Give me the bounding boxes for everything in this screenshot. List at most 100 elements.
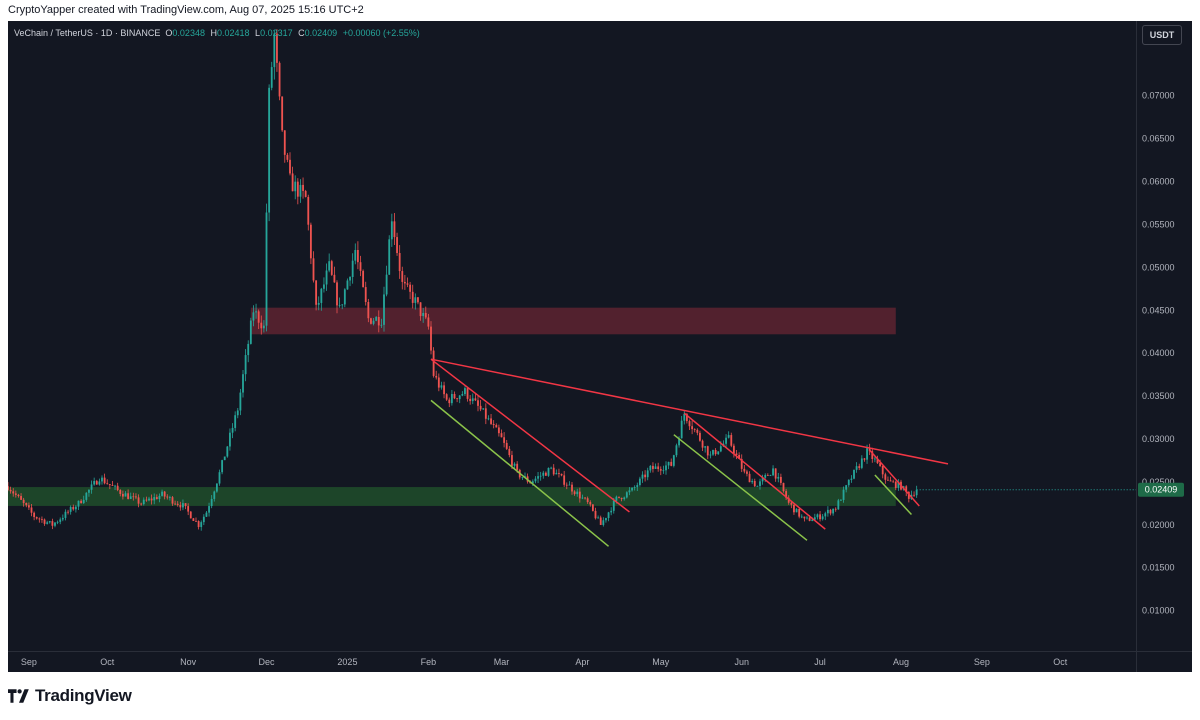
candle-body (513, 463, 516, 466)
candle (8, 482, 9, 492)
candle (466, 386, 469, 402)
candle (712, 449, 714, 456)
candle-body (43, 519, 46, 524)
candle (265, 203, 268, 332)
candle (304, 189, 307, 198)
candle-body (738, 454, 741, 459)
candle-body (860, 458, 863, 468)
candle-body (51, 521, 54, 526)
downtrend-1-upper-line (430, 358, 630, 513)
candle-body (866, 448, 868, 460)
x-tick-label: Jun (734, 657, 749, 667)
candle-body (48, 521, 51, 523)
candle-body (30, 507, 33, 513)
candle (610, 507, 613, 516)
candle-body (503, 437, 506, 443)
candle (315, 280, 318, 311)
candle (64, 509, 67, 521)
candle (367, 298, 370, 323)
candle-body (662, 470, 665, 472)
candle-body (17, 494, 20, 497)
candle (665, 461, 667, 475)
candle (782, 482, 785, 493)
candle-body (187, 506, 190, 512)
candle (244, 349, 247, 382)
candle-body (302, 184, 304, 191)
candle-body (552, 467, 555, 475)
candle-body (688, 421, 691, 427)
candle (550, 466, 553, 470)
candle-body (539, 475, 542, 477)
candle (276, 29, 278, 72)
last-price-label: 0.02409 (1145, 485, 1178, 495)
candle-body (456, 398, 459, 400)
candle-body (239, 392, 242, 411)
candle (542, 470, 545, 479)
candle (403, 274, 406, 290)
candle (445, 393, 448, 401)
tradingview-logo[interactable]: TradingView (8, 686, 132, 706)
candle-body (850, 478, 853, 480)
candle (119, 489, 122, 497)
candle-body (602, 520, 605, 525)
currency-button[interactable]: USDT (1142, 25, 1182, 45)
candle (725, 434, 727, 448)
candle (691, 420, 694, 435)
candle-body (793, 504, 795, 513)
candle (576, 488, 579, 497)
candle (625, 491, 628, 499)
candle-body (646, 470, 649, 478)
candle-body (625, 492, 628, 498)
candle-body (341, 304, 344, 306)
candle (693, 428, 696, 433)
candle-body (12, 491, 15, 494)
candle-body (704, 446, 707, 448)
candle-body (505, 442, 508, 449)
candle (597, 515, 600, 519)
candle-body (795, 508, 798, 513)
candle (289, 152, 291, 176)
candle (769, 474, 772, 476)
candle (832, 508, 835, 516)
candle-body (414, 297, 417, 303)
downtrend-3-upper-line (869, 449, 920, 507)
candle (644, 470, 647, 482)
candle-body (445, 394, 448, 400)
candle-body (90, 484, 93, 490)
candle-body (257, 311, 260, 323)
candle-body (675, 445, 678, 456)
main-resistance-line (430, 358, 949, 465)
candle (521, 477, 524, 481)
candle-body (367, 301, 370, 319)
candle (589, 500, 592, 507)
candle (349, 276, 351, 287)
x-tick-label: 2025 (337, 657, 357, 667)
candle-body (636, 485, 639, 488)
candle (558, 468, 560, 478)
candle (108, 484, 111, 490)
candle (323, 277, 325, 293)
candle (12, 488, 15, 497)
candle-body (837, 500, 840, 510)
candle (427, 313, 430, 330)
tradingview-logo-icon (8, 689, 29, 703)
candle (231, 423, 234, 439)
candle-body (725, 437, 727, 444)
candle (401, 266, 404, 290)
candle-body (182, 503, 184, 508)
candle (740, 454, 743, 473)
candle-body (474, 398, 477, 401)
candle-body (215, 483, 218, 492)
candle-body (787, 497, 790, 503)
candle-body (192, 518, 195, 521)
chart-frame[interactable]: 0.07000 0.06500 0.06000 0.05500 0.05000 0.045… (8, 21, 1192, 672)
candle-body (278, 62, 281, 97)
candle-body (487, 418, 490, 420)
candle-body (155, 497, 158, 500)
candle-body (873, 458, 876, 460)
price-chart[interactable]: 0.07000 0.06500 0.06000 0.05500 0.05000 0.045… (8, 21, 1192, 672)
candle (458, 394, 461, 404)
candle (137, 494, 140, 508)
candle-body (315, 280, 318, 305)
x-tick-label: Dec (258, 657, 275, 667)
